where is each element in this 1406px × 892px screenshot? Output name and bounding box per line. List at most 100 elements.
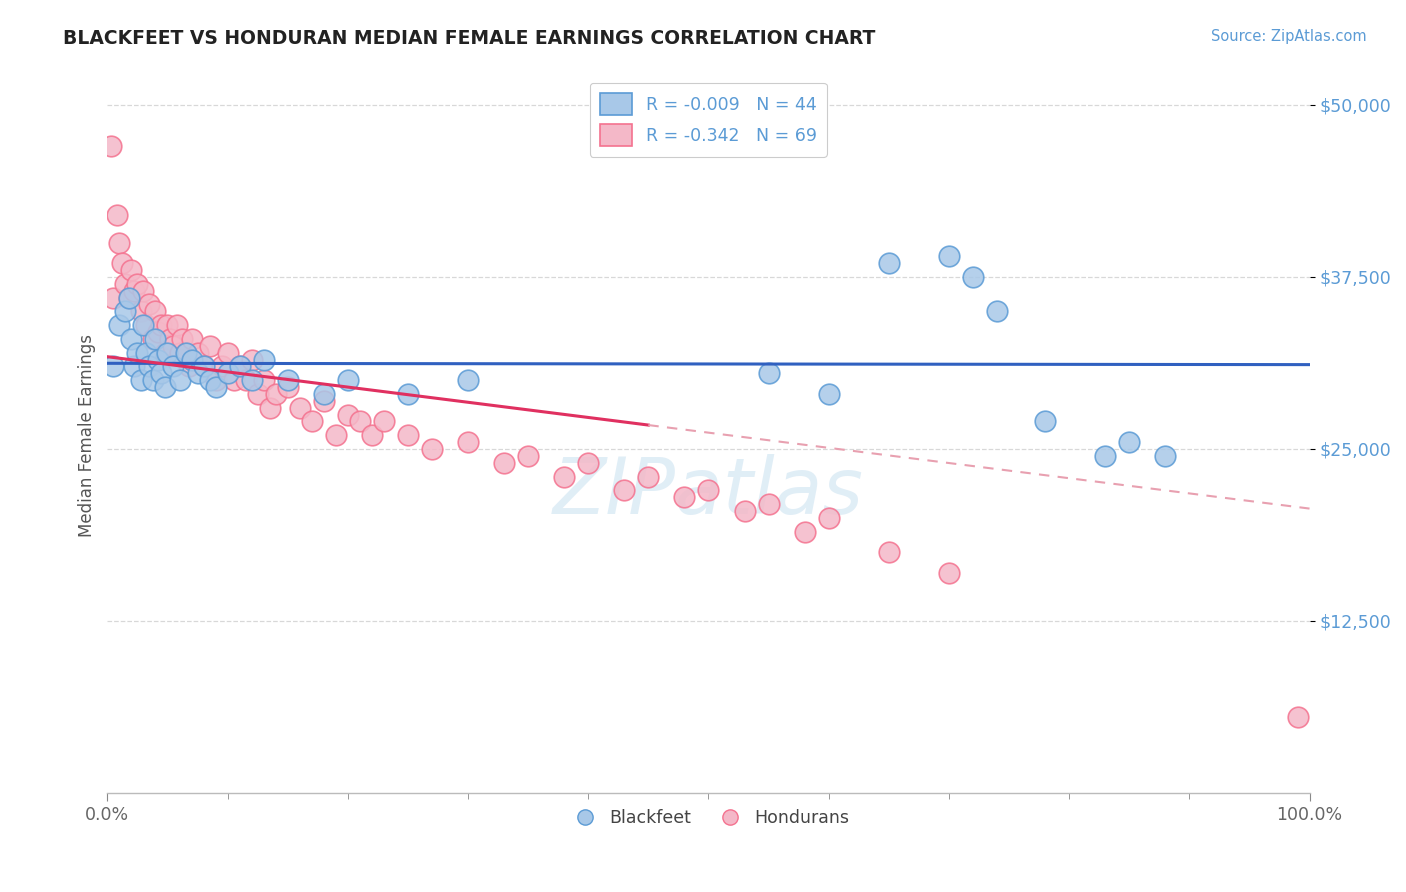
Point xyxy=(877,545,900,559)
Point xyxy=(118,291,141,305)
Point xyxy=(1033,414,1056,428)
Point xyxy=(204,373,226,387)
Point xyxy=(122,284,145,298)
Point xyxy=(235,373,257,387)
Point xyxy=(217,345,239,359)
Point xyxy=(166,318,188,333)
Point xyxy=(673,490,696,504)
Point xyxy=(697,483,720,498)
Point xyxy=(138,359,160,374)
Point xyxy=(127,345,149,359)
Point xyxy=(162,359,184,374)
Point xyxy=(159,332,181,346)
Point xyxy=(246,387,269,401)
Text: Source: ZipAtlas.com: Source: ZipAtlas.com xyxy=(1211,29,1367,44)
Point xyxy=(145,304,167,318)
Point xyxy=(228,359,250,374)
Point xyxy=(204,380,226,394)
Point xyxy=(122,359,145,374)
Point xyxy=(259,401,281,415)
Point xyxy=(1286,710,1309,724)
Point xyxy=(457,435,479,450)
Point xyxy=(145,332,167,346)
Point xyxy=(114,277,136,291)
Point xyxy=(180,332,202,346)
Point xyxy=(153,380,176,394)
Point xyxy=(325,428,347,442)
Point xyxy=(211,359,233,374)
Point xyxy=(129,304,152,318)
Point xyxy=(108,318,131,333)
Point xyxy=(169,373,191,387)
Point xyxy=(146,352,169,367)
Point xyxy=(156,345,179,359)
Point xyxy=(150,318,173,333)
Point xyxy=(198,339,221,353)
Point xyxy=(132,284,155,298)
Point xyxy=(373,414,395,428)
Point xyxy=(817,510,839,524)
Point xyxy=(494,456,516,470)
Point xyxy=(253,373,276,387)
Point xyxy=(169,345,191,359)
Point xyxy=(103,359,125,374)
Point xyxy=(193,359,215,374)
Point xyxy=(301,414,323,428)
Point xyxy=(1118,435,1140,450)
Point xyxy=(114,304,136,318)
Point xyxy=(129,373,152,387)
Point xyxy=(312,387,335,401)
Point xyxy=(396,387,419,401)
Point xyxy=(349,414,371,428)
Point xyxy=(312,393,335,408)
Point xyxy=(174,345,197,359)
Point xyxy=(288,401,311,415)
Point xyxy=(517,449,540,463)
Point xyxy=(576,456,599,470)
Point xyxy=(793,524,815,539)
Point xyxy=(396,428,419,442)
Point xyxy=(962,270,984,285)
Point xyxy=(336,408,359,422)
Point xyxy=(613,483,636,498)
Legend: Blackfeet, Hondurans: Blackfeet, Hondurans xyxy=(561,803,856,834)
Point xyxy=(138,297,160,311)
Point xyxy=(100,139,122,153)
Point xyxy=(1154,449,1177,463)
Point xyxy=(105,208,128,222)
Point xyxy=(758,497,780,511)
Point xyxy=(877,256,900,270)
Point xyxy=(734,504,756,518)
Point xyxy=(186,345,208,359)
Point xyxy=(142,332,165,346)
Point xyxy=(253,352,276,367)
Text: ZIPatlas: ZIPatlas xyxy=(553,454,863,531)
Y-axis label: Median Female Earnings: Median Female Earnings xyxy=(79,334,96,537)
Point xyxy=(1094,449,1116,463)
Point xyxy=(186,366,208,380)
Point xyxy=(420,442,443,456)
Point xyxy=(758,366,780,380)
Point xyxy=(228,359,250,374)
Point xyxy=(170,332,193,346)
Point xyxy=(108,235,131,250)
Point xyxy=(132,318,155,333)
Text: BLACKFEET VS HONDURAN MEDIAN FEMALE EARNINGS CORRELATION CHART: BLACKFEET VS HONDURAN MEDIAN FEMALE EARN… xyxy=(63,29,876,47)
Point xyxy=(103,291,125,305)
Point xyxy=(179,359,201,374)
Point xyxy=(240,352,263,367)
Point xyxy=(120,332,142,346)
Point xyxy=(240,373,263,387)
Point xyxy=(222,373,245,387)
Point xyxy=(217,366,239,380)
Point xyxy=(938,566,960,580)
Point xyxy=(817,387,839,401)
Point xyxy=(135,345,157,359)
Point xyxy=(360,428,382,442)
Point xyxy=(120,263,142,277)
Point xyxy=(146,325,169,339)
Point xyxy=(193,359,215,374)
Point xyxy=(174,345,197,359)
Point xyxy=(153,345,176,359)
Point xyxy=(142,373,165,387)
